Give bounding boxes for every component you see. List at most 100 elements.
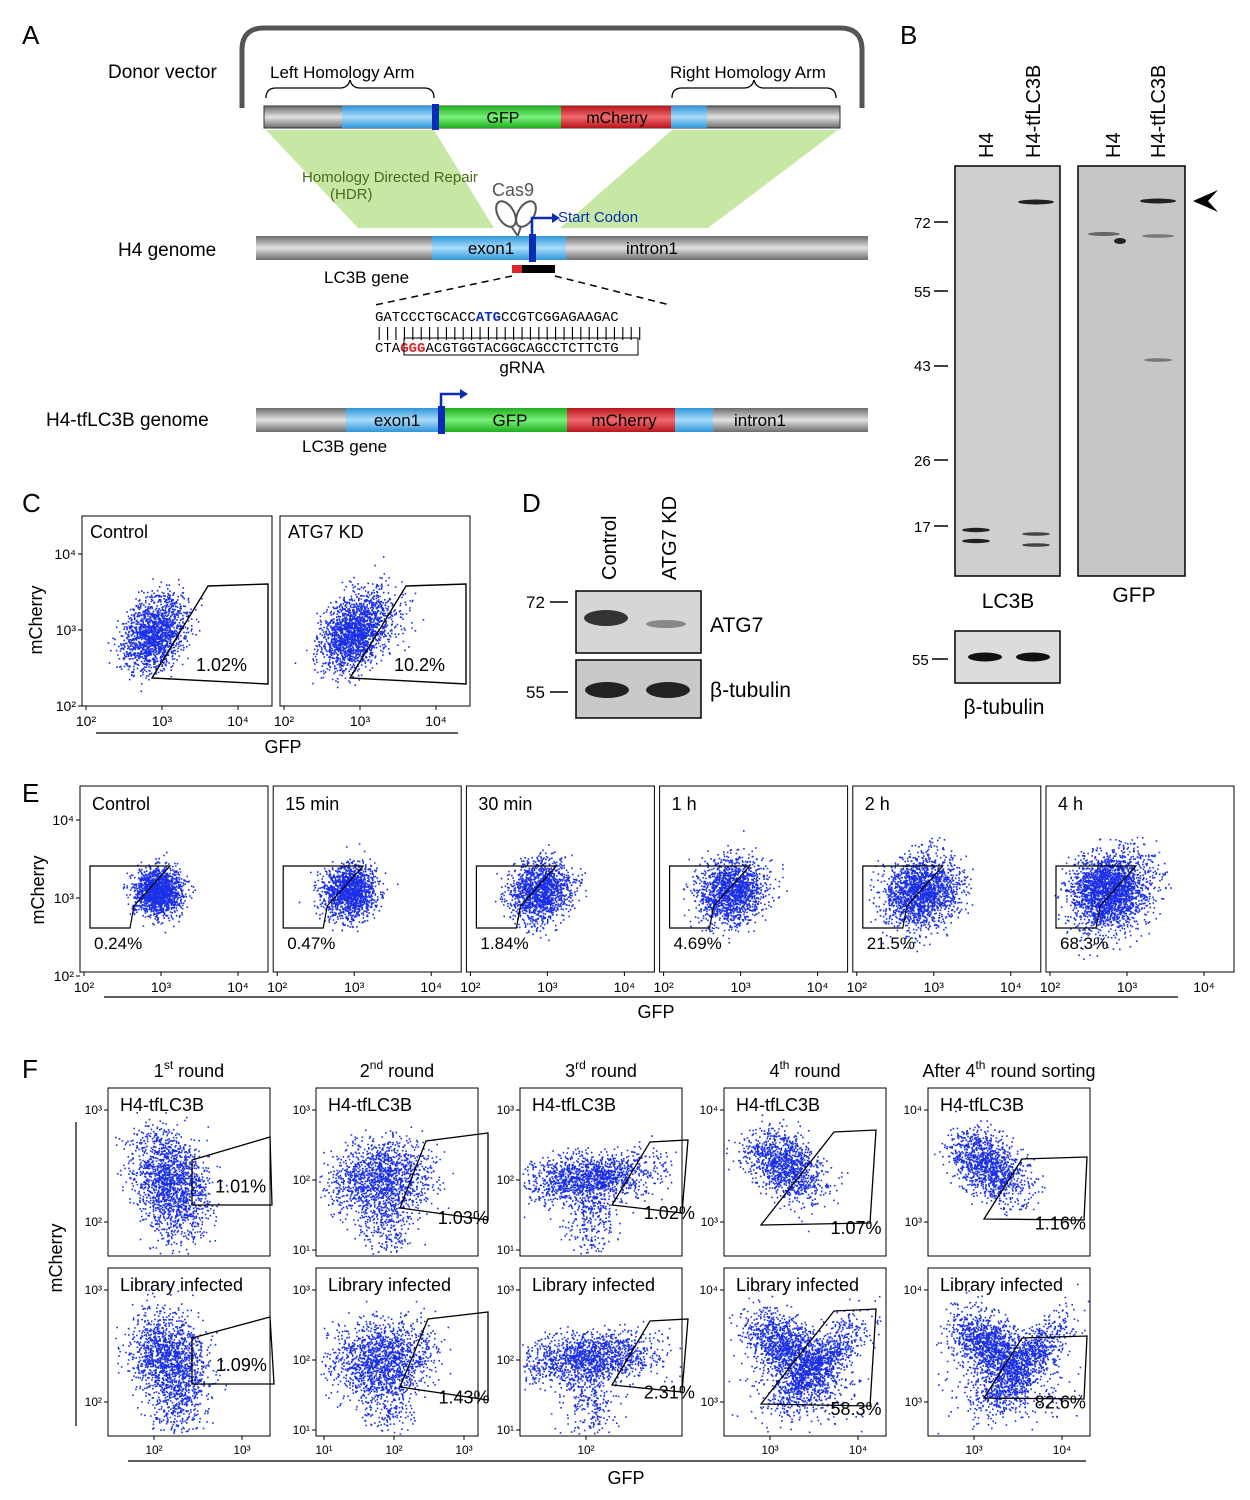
x-tick-label: 10³: [455, 1443, 472, 1457]
lane-label-b4: H4-tfLC3B: [1148, 65, 1170, 158]
x-tick-label: 10²: [76, 713, 97, 729]
y-tick-label: 10³: [85, 1283, 102, 1297]
scatter-dots: [298, 843, 399, 933]
h4-intron1-label: intron1: [626, 239, 678, 258]
lane-label-b1: H4: [976, 132, 998, 158]
gate: [610, 1318, 689, 1393]
x-tick-label: 10²: [274, 713, 295, 729]
left-arm-label: Left Homology Arm: [270, 63, 415, 82]
y-tick-label: 10³: [85, 1103, 102, 1117]
tubulin-label-b: β-tubulin: [964, 696, 1045, 719]
seq-top: GATCCCTGCACCATGCCGTCGGAGAAGAC: [375, 310, 619, 326]
plot-title: 2 h: [865, 794, 890, 814]
mw-17: 17: [914, 519, 931, 536]
round-title-sup: rd: [575, 1058, 586, 1072]
band: [968, 652, 1002, 662]
h4-exon1: [432, 236, 566, 260]
y-tick-label: 10²: [293, 1353, 310, 1367]
band: [1018, 199, 1054, 205]
scatter-dots: [549, 1150, 635, 1255]
gate: [399, 1132, 489, 1221]
scatter-dots: [1060, 838, 1149, 950]
y-tick-label: 10¹: [497, 1243, 514, 1257]
panel-label-c: C: [22, 488, 41, 518]
round-title-rest: round: [586, 1061, 637, 1081]
x-axis-label: GFP: [607, 1468, 644, 1488]
scatter-dots: [682, 858, 748, 919]
scatter-dots: [937, 1347, 1082, 1435]
mw-d-55: 55: [526, 683, 545, 702]
x-tick-label: 10⁴: [807, 979, 829, 995]
grna-label: gRNA: [499, 358, 545, 377]
arrowhead-icon: [1193, 190, 1218, 212]
scatter-dots: [115, 1284, 227, 1427]
start-codon-arrowhead: [552, 213, 560, 223]
round-title-rest: round: [383, 1061, 434, 1081]
x-tick-label: 10³: [730, 979, 751, 995]
gate: [191, 1316, 275, 1385]
tf-start-mark: [438, 406, 445, 434]
y-tick-label: 10⁴: [52, 812, 74, 828]
band: [1114, 238, 1126, 244]
gate: [348, 583, 467, 685]
round-title: 4th round: [769, 1058, 840, 1081]
x-tick-label: 10³: [965, 1443, 982, 1457]
plot-title: 4 h: [1058, 794, 1083, 814]
round-title-rest: round: [789, 1061, 840, 1081]
x-tick-label: 10²: [1040, 979, 1061, 995]
round-title-base: After 4: [922, 1061, 975, 1081]
scatter-dots: [870, 856, 959, 937]
gate-percentage: 82.6%: [1035, 1393, 1086, 1413]
scatter-dots: [933, 1110, 1046, 1217]
x-tick-label: 10⁴: [227, 979, 249, 995]
plot-title: Library infected: [736, 1275, 859, 1295]
gate: [282, 865, 365, 929]
tf-mcherry: [567, 408, 675, 432]
round-title: After 4th round sorting: [922, 1058, 1095, 1081]
round-title-base: 1: [154, 1061, 164, 1081]
h4-genome-label: H4 genome: [118, 240, 216, 261]
tf-lc3b-label: LC3B gene: [302, 437, 387, 456]
vector-loop: [239, 25, 865, 108]
x-tick-label: 10⁴: [1193, 979, 1215, 995]
tf-gfp: [445, 408, 567, 432]
y-tick-label: 10³: [293, 1283, 310, 1297]
plot-title: H4-tfLC3B: [328, 1095, 412, 1115]
panel-f-flow: 1st round H4-tfLC3B 1.01% 10³ 10² Library inf…: [46, 1058, 1096, 1488]
plot-title: H4-tfLC3B: [532, 1095, 616, 1115]
round-title-base: 4: [769, 1061, 779, 1081]
y-axis-label: mCherry: [28, 855, 48, 924]
x-tick-label: 10²: [385, 1443, 402, 1457]
gate: [668, 865, 751, 929]
plot-frame: [272, 785, 462, 973]
round-title-sup: nd: [370, 1058, 383, 1072]
gate: [759, 1129, 877, 1226]
plot-title: Library infected: [940, 1275, 1063, 1295]
panel-d-western: Control ATG7 KD 72 55 ATG7 β-tubulin: [526, 496, 791, 719]
round-title: 2nd round: [360, 1058, 434, 1081]
x-tick-label: 10³: [344, 979, 365, 995]
y-tick-label: 10²: [497, 1173, 514, 1187]
tf-mcherry-label: mCherry: [591, 411, 657, 430]
start-codon-label: Start Codon: [558, 209, 638, 226]
y-tick-label: 10³: [54, 890, 75, 906]
gate: [862, 865, 945, 929]
gate: [610, 1139, 689, 1214]
x-tick-label: 10³: [1117, 979, 1138, 995]
scatter-dots: [345, 1170, 426, 1255]
tf-start-arrow: [439, 392, 460, 406]
gate: [89, 865, 172, 929]
y-axis-label: mCherry: [26, 585, 46, 654]
scatter-dots: [728, 1344, 879, 1434]
band: [1144, 358, 1172, 362]
x-tick-label: 10²: [577, 1443, 594, 1457]
band: [646, 620, 686, 628]
y-tick-label: 10¹: [293, 1423, 310, 1437]
start-codon-arrow: [530, 216, 552, 236]
round-title: 3rd round: [565, 1058, 637, 1081]
tf-exon-right: [675, 408, 713, 432]
plot-title: Control: [90, 522, 148, 542]
plot-title: H4-tfLC3B: [736, 1095, 820, 1115]
hdr-right: [560, 130, 838, 228]
gate-percentage: 1.02%: [644, 1203, 695, 1223]
